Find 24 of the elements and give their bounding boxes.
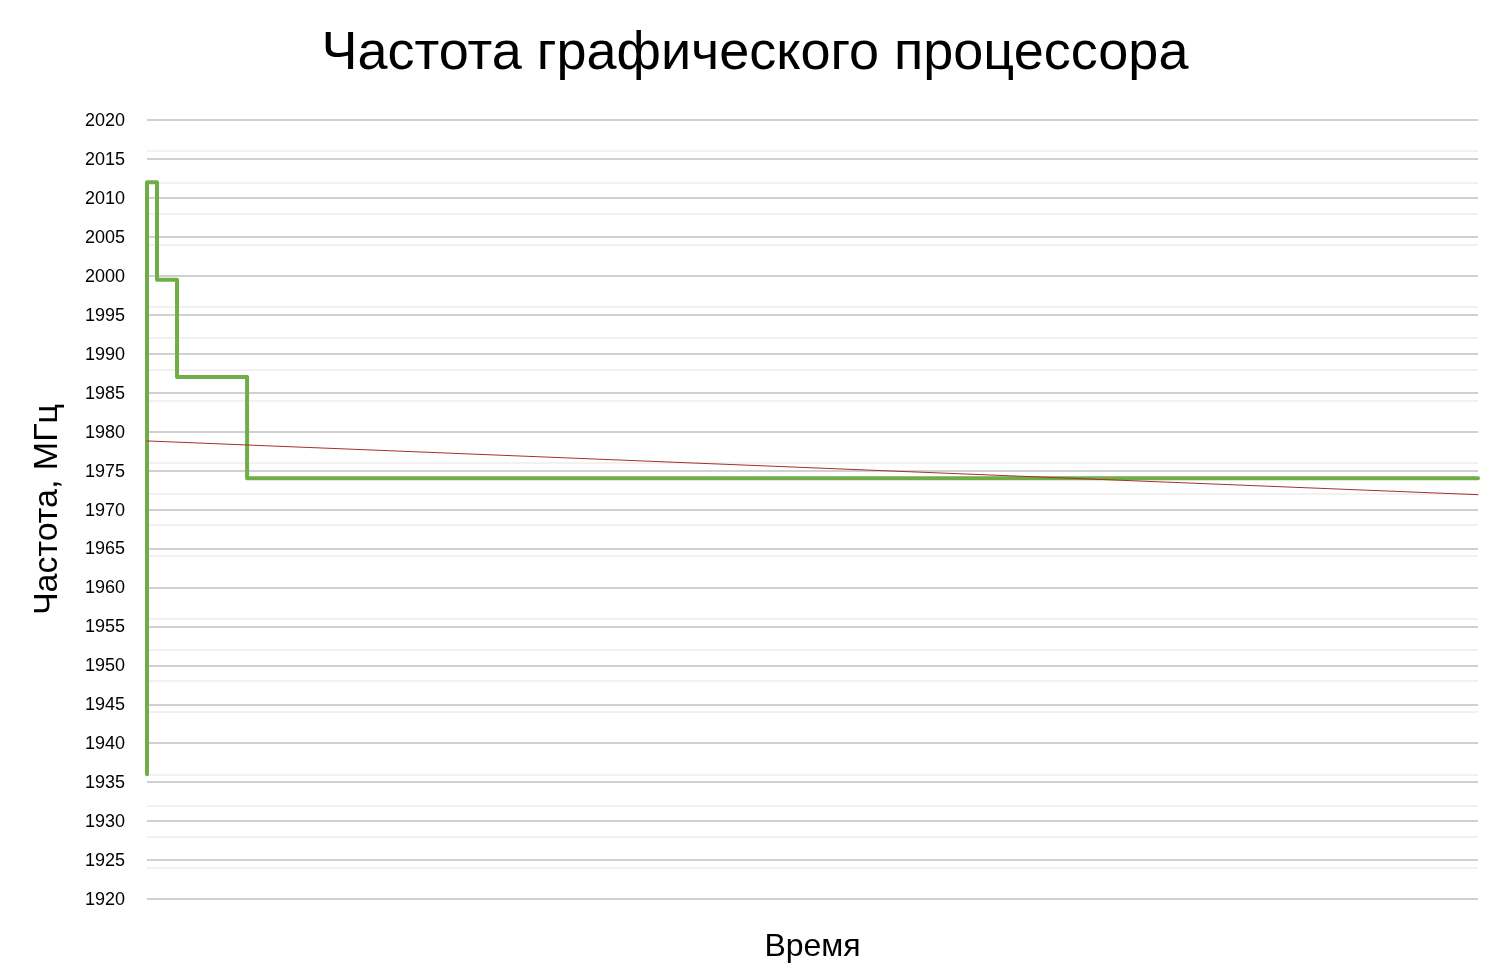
y-tick-label: 2020: [84, 110, 125, 130]
y-tick-label: 2015: [84, 148, 125, 169]
y-tick-label: 1965: [84, 538, 125, 559]
x-axis-title: Время: [764, 927, 861, 963]
y-tick-label: 1935: [84, 772, 125, 793]
y-tick-label: 1970: [84, 499, 125, 520]
y-tick-label: 1985: [84, 382, 125, 403]
y-tick-label: 1925: [84, 850, 125, 871]
y-tick-label: 1980: [84, 421, 125, 442]
y-tick-label: 1945: [84, 694, 125, 715]
y-tick-label: 1995: [84, 304, 125, 325]
y-tick-label: 1950: [84, 655, 125, 676]
y-tick-label: 1920: [84, 889, 125, 909]
y-tick-label: 1940: [84, 733, 125, 754]
y-axis-title: Частота, МГц: [26, 403, 64, 616]
chart-title: Частота графического процессора: [321, 20, 1190, 80]
y-tick-label: 2005: [84, 226, 125, 247]
y-tick-label: 1955: [84, 616, 125, 637]
y-tick-label: 1990: [84, 343, 125, 364]
y-tick-label: 2000: [84, 265, 125, 286]
y-tick-label: 1930: [84, 811, 125, 832]
y-tick-label: 1960: [84, 577, 125, 598]
y-tick-label: 2010: [84, 187, 125, 208]
y-tick-label: 1975: [84, 460, 125, 481]
